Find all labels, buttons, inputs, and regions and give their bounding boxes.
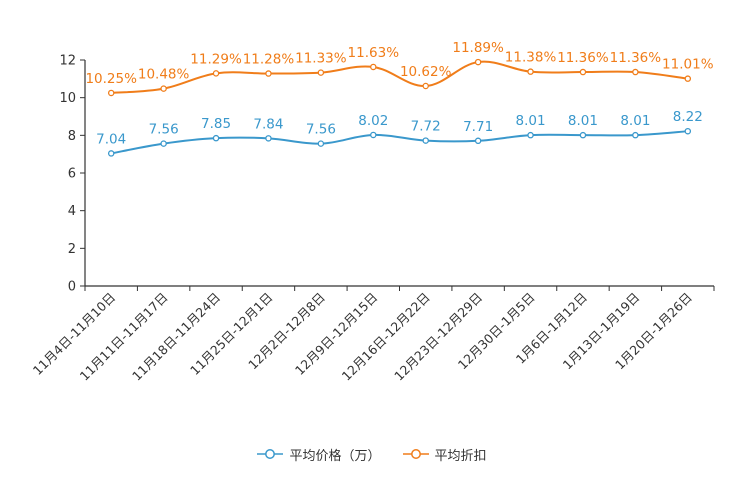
data-label: 10.62%: [400, 64, 452, 80]
data-point[interactable]: [684, 127, 692, 135]
data-label: 7.72: [411, 119, 441, 135]
data-label: 11.28%: [243, 52, 295, 68]
data-label: 10.25%: [85, 71, 137, 87]
series-0: 7.04 7.56 7.85 7.84 7.56 8.02 7.72 7.71 8.01 8.01…: [96, 109, 703, 157]
y-tick-label: 4: [68, 204, 76, 219]
data-label: 8.02: [358, 113, 388, 129]
y-tick-label: 2: [68, 242, 76, 257]
y-tick-label: 12: [59, 54, 76, 69]
data-point[interactable]: [527, 131, 534, 139]
legend-swatch-avg-price: [257, 449, 284, 459]
data-point[interactable]: [684, 75, 692, 82]
data-point[interactable]: [265, 135, 272, 142]
legend-item-avg-discount[interactable]: 平均折扣: [402, 445, 487, 464]
legend-label-avg-price: 平均价格（万）: [289, 448, 381, 464]
data-label: 7.71: [463, 119, 493, 135]
data-label: 11.36%: [557, 50, 609, 66]
data-label: 11.38%: [505, 50, 557, 66]
data-label: 11.36%: [610, 50, 662, 66]
data-label: 7.56: [306, 122, 336, 138]
data-point[interactable]: [579, 68, 587, 76]
y-tick-label: 8: [68, 129, 76, 144]
data-point[interactable]: [632, 131, 639, 139]
x-tick-label: 11月18日-11月24日: [129, 290, 223, 384]
data-point[interactable]: [107, 150, 115, 157]
data-label: 7.56: [149, 122, 179, 138]
data-point[interactable]: [474, 137, 482, 145]
data-label: 8.01: [620, 113, 650, 129]
series-1: 10.25% 10.48%11.29% 11.28% 11.33% 11.63%10.6…: [85, 40, 714, 97]
data-label: 11.33%: [295, 51, 347, 67]
legend-swatch-avg-discount: [402, 449, 429, 459]
legend-item-avg-price[interactable]: 平均价格（万）: [257, 445, 381, 464]
data-point[interactable]: [160, 140, 167, 147]
data-label: 8.22: [673, 109, 703, 125]
data-point[interactable]: [632, 68, 639, 76]
line-chart: 0 2 4 6 8 10 12 11月4日-11月10日11月11日-11月17日11月18…: [30, 40, 715, 384]
data-point[interactable]: [107, 89, 115, 97]
data-point[interactable]: [422, 137, 429, 144]
legend-label-avg-discount: 平均折扣: [434, 448, 487, 464]
data-point[interactable]: [370, 131, 377, 139]
series-line: [111, 130, 688, 155]
data-point[interactable]: [212, 70, 220, 77]
data-point[interactable]: [422, 82, 429, 90]
data-point[interactable]: [317, 69, 325, 76]
series-line: [111, 60, 688, 94]
data-point[interactable]: [579, 131, 587, 139]
data-point[interactable]: [527, 68, 534, 75]
data-point[interactable]: [317, 140, 325, 147]
y-tick-label: 10: [59, 91, 76, 106]
y-tick-label: 6: [68, 167, 76, 182]
x-axis: 11月4日-11月10日11月11日-11月17日11月18日-11月24日11…: [30, 285, 715, 384]
data-label: 7.85: [201, 116, 231, 132]
data-label: 7.04: [96, 131, 126, 147]
data-label: 11.29%: [190, 51, 242, 67]
data-label: 10.48%: [138, 67, 190, 83]
data-label: 11.89%: [452, 40, 504, 56]
data-label: 11.63%: [348, 45, 400, 61]
y-axis: 0 2 4 6 8 10 12: [59, 54, 86, 295]
data-label: 8.01: [516, 113, 546, 129]
data-point[interactable]: [265, 70, 272, 77]
y-tick-label: 0: [68, 280, 76, 295]
data-point[interactable]: [160, 85, 167, 92]
x-tick-label: 12月23日-12月29日: [391, 290, 485, 384]
legend: 平均价格（万） 平均折扣: [0, 443, 744, 465]
data-label: 7.84: [253, 116, 283, 132]
data-label: 8.01: [568, 113, 598, 129]
data-point[interactable]: [212, 134, 220, 142]
data-point[interactable]: [474, 58, 482, 66]
data-point[interactable]: [370, 63, 377, 71]
data-label: 11.01%: [662, 57, 714, 73]
series-layer: 7.04 7.56 7.85 7.84 7.56 8.02 7.72 7.71 8.01 8.01…: [85, 40, 714, 157]
x-tick-label: 11月11日-11月17日: [77, 290, 171, 384]
x-tick-label: 12月16日-12月22日: [339, 290, 433, 384]
